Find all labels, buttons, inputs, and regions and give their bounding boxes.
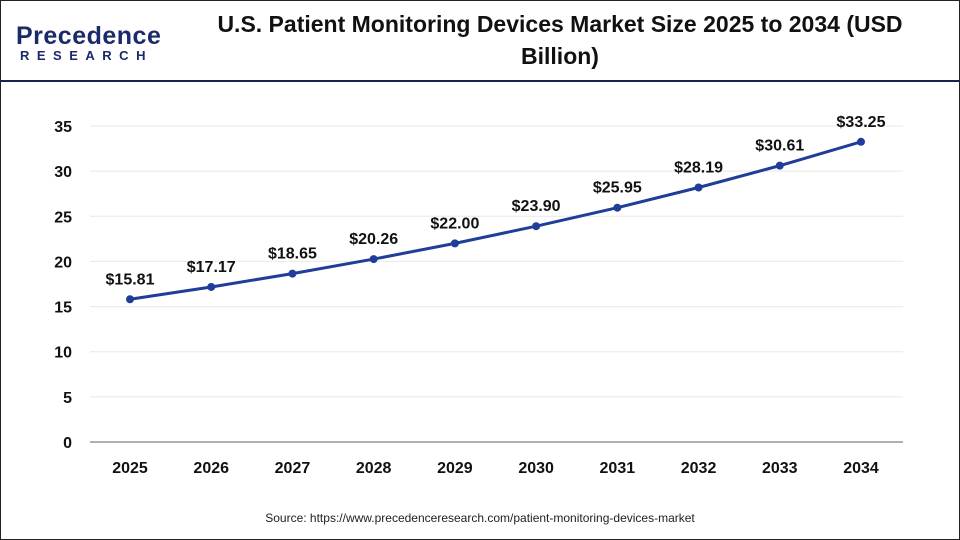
x-tick-label: 2025 xyxy=(112,460,148,477)
data-point xyxy=(369,255,378,264)
data-label: $23.90 xyxy=(512,198,561,215)
y-tick-label: 30 xyxy=(54,164,72,181)
data-label: $17.17 xyxy=(187,259,236,276)
x-tick-label: 2032 xyxy=(681,460,717,477)
series-line xyxy=(129,140,862,301)
chart-title: U.S. Patient Monitoring Devices Market S… xyxy=(217,11,903,69)
x-tick-label: 2029 xyxy=(437,460,473,477)
data-label: $25.95 xyxy=(593,180,642,197)
x-tick-label: 2031 xyxy=(600,460,636,477)
data-label: $15.81 xyxy=(106,271,155,288)
y-tick-label: 20 xyxy=(54,254,72,271)
x-tick-label: 2034 xyxy=(843,460,879,477)
y-tick-label: 10 xyxy=(54,345,72,362)
y-tick-label: 0 xyxy=(63,435,72,452)
y-tick-label: 25 xyxy=(54,209,72,226)
data-label: $33.25 xyxy=(837,114,886,131)
data-point xyxy=(126,295,134,304)
logo: Precedence RESEARCH xyxy=(16,22,166,63)
data-label: $28.19 xyxy=(674,159,723,176)
x-tick-label: 2030 xyxy=(518,460,554,477)
data-point xyxy=(450,239,459,248)
data-point xyxy=(207,282,216,291)
data-label: $30.61 xyxy=(755,138,804,155)
data-point xyxy=(857,137,865,146)
x-tick-label: 2033 xyxy=(762,460,798,477)
y-tick-label: 35 xyxy=(54,119,72,136)
y-tick-label: 15 xyxy=(54,300,72,317)
logo-sub-text: RESEARCH xyxy=(20,48,153,63)
data-point xyxy=(775,161,784,170)
data-point xyxy=(288,269,297,278)
x-tick-label: 2026 xyxy=(193,460,229,477)
x-tick-label: 2027 xyxy=(275,460,311,477)
header-divider xyxy=(0,80,960,82)
y-tick-label: 5 xyxy=(63,390,72,407)
data-point xyxy=(532,222,541,231)
x-tick-label: 2028 xyxy=(356,460,392,477)
data-label: $22.00 xyxy=(430,215,479,232)
logo-main-text: Precedence xyxy=(16,22,162,50)
source-note: Source: https://www.precedenceresearch.c… xyxy=(265,511,695,525)
data-label: $20.26 xyxy=(349,231,398,248)
data-point xyxy=(694,183,703,192)
data-label: $18.65 xyxy=(268,246,317,263)
data-point xyxy=(613,203,622,212)
